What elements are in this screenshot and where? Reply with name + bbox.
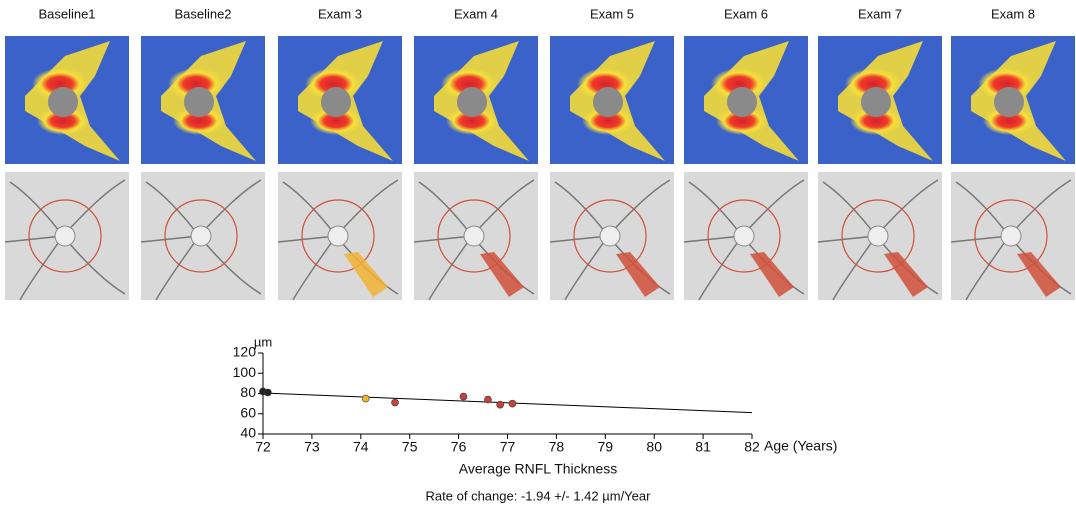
disc [327,225,349,247]
scan-circle [573,199,647,273]
x-tick-label: 72 [255,439,271,455]
data-point [361,394,370,403]
optic-disc [457,87,487,117]
fundus-image [950,172,1075,301]
data-point [459,392,468,401]
disc [190,225,212,247]
data-point [391,398,399,407]
y-tick-label: 40 [240,425,256,441]
optic-disc [321,87,351,117]
disc [1000,225,1022,247]
defect-wedge [884,252,928,297]
disc [463,225,485,247]
heatmap-red [582,107,634,135]
vessels [277,179,399,301]
optic-disc [593,87,623,117]
vessels [950,179,1072,301]
defect-wedge [480,252,524,297]
chart-title: Average RNFL Thickness [459,461,617,477]
data-point [484,395,492,404]
heatmap-red [173,107,225,135]
data-point [496,400,504,409]
heatmap-image [818,36,942,164]
defect-wedge [750,252,794,297]
fundus-image [549,172,674,301]
heatmap-red [310,107,362,135]
defect-wedge [344,252,388,297]
disc [599,225,621,247]
heatmap-red [446,107,498,135]
x-tick-label: 78 [549,439,565,455]
optic-disc [861,87,891,117]
y-axis-label: µm [254,334,272,349]
scan-circle [707,199,781,273]
optic-disc [184,87,214,117]
vessels [683,179,805,301]
x-axis-label: Age (Years) [764,438,837,454]
heatmap-red [37,107,89,135]
heatmap-image [414,36,538,164]
disc [867,225,889,247]
optic-disc [994,87,1024,117]
heatmap-image [141,36,265,164]
x-tick-label: 77 [500,439,516,455]
x-tick-label: 80 [646,439,662,455]
fundus-image [817,172,942,301]
defect-wedge [1017,252,1061,297]
x-tick-label: 81 [695,439,711,455]
x-tick-label: 82 [744,439,760,455]
vessels [549,179,671,301]
exam-label: Exam 4 [454,6,498,21]
y-tick-label: 60 [240,404,256,420]
vessels [4,179,126,301]
fundus-image [4,172,129,301]
y-tick-label: 120 [233,344,257,360]
heatmap-red [983,107,1035,135]
scan-circle [437,199,511,273]
data-point [264,388,272,397]
scan-circle [974,199,1048,273]
exam-label: Baseline2 [174,6,231,21]
heatmap-image [5,36,129,164]
heatmap-image [278,36,402,164]
heatmap-image [684,36,808,164]
x-tick-label: 75 [402,439,418,455]
chart-subtitle: Rate of change: -1.94 +/- 1.42 µm/Year [426,488,652,503]
heatmap-red [850,107,902,135]
x-tick-label: 74 [353,439,369,455]
exam-label: Exam 8 [991,6,1035,21]
y-tick-label: 80 [240,384,256,400]
disc [54,225,76,247]
scan-circle [301,199,375,273]
vessels [413,179,535,301]
exam-label: Exam 3 [318,6,362,21]
fundus-image [683,172,808,301]
heatmap-image [550,36,674,164]
heatmap-image [951,36,1075,164]
data-point [508,399,517,408]
fundus-image [277,172,402,301]
optic-disc [48,87,78,117]
optic-disc [727,87,757,117]
exam-label: Exam 6 [724,6,768,21]
trend-line [262,392,753,414]
x-tick-label: 73 [304,439,320,455]
y-tick-label: 100 [233,364,257,380]
vessels [817,179,939,301]
vessels [140,179,262,301]
x-tick-label: 79 [598,439,614,455]
fundus-image [140,172,265,301]
fundus-image [413,172,538,301]
disc [733,225,755,247]
scan-circle [841,199,915,273]
scan-circle [164,199,238,273]
exam-label: Baseline1 [38,6,95,21]
scan-circle [28,199,102,273]
heatmap-red [716,107,768,135]
x-tick-label: 76 [451,439,467,455]
exam-label: Exam 5 [590,6,634,21]
exam-label: Exam 7 [858,6,902,21]
defect-wedge [616,252,660,297]
